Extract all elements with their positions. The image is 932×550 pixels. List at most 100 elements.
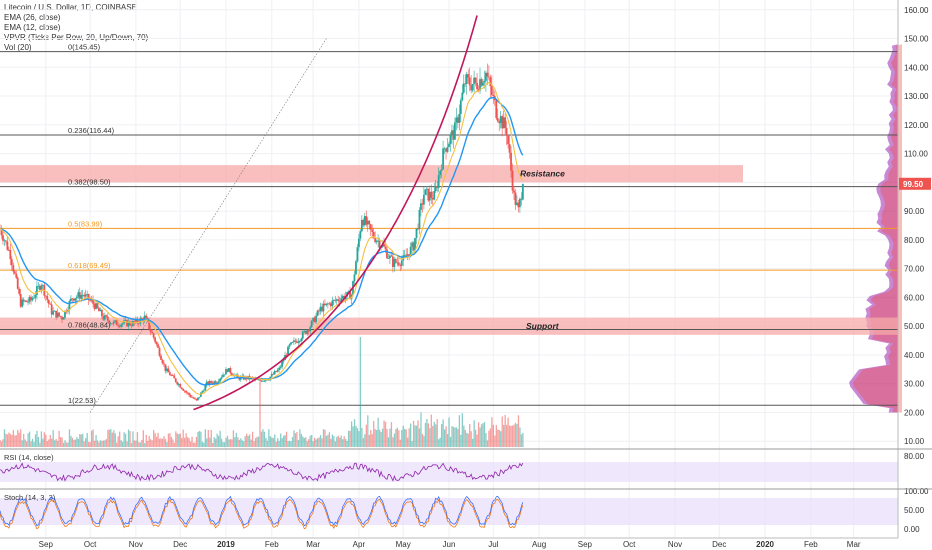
candle-body	[256, 378, 258, 380]
volume-bar	[315, 439, 317, 447]
time-tick-label: 2019	[217, 540, 235, 549]
candle-body	[230, 373, 233, 375]
candle-body	[294, 340, 297, 342]
volume-bar	[362, 438, 365, 447]
volume-bar	[206, 438, 208, 447]
candle-body	[384, 246, 387, 250]
candle-body	[347, 291, 350, 293]
volume-bar	[104, 440, 106, 447]
parabolic-curve	[193, 15, 478, 411]
candle-body	[81, 294, 84, 296]
time-tick-label: Sep	[39, 540, 54, 549]
volume-bar	[76, 437, 78, 447]
candle-body	[210, 381, 213, 383]
time-tick-label: Nov	[668, 540, 682, 549]
candle-body	[462, 83, 465, 93]
candle-body	[498, 121, 501, 124]
candle-body	[133, 321, 136, 323]
volume-bar	[250, 439, 252, 447]
candle-body	[69, 298, 72, 302]
volume-bar	[287, 441, 289, 447]
volume-bar	[117, 436, 119, 447]
candle-body	[15, 273, 18, 278]
candle-body	[78, 292, 81, 299]
fib-label: 0(145.45)	[68, 43, 101, 52]
candle-body	[41, 284, 44, 286]
zone-label: Resistance	[520, 169, 565, 179]
candle-body	[208, 381, 211, 385]
candle-body	[64, 310, 66, 318]
volume-bar	[121, 441, 124, 447]
volume-bar	[39, 442, 41, 447]
candle-body	[55, 310, 58, 318]
volume-bar	[457, 429, 459, 447]
candle-body	[301, 331, 304, 339]
candle-body	[468, 77, 471, 86]
candle-body	[195, 398, 198, 401]
volume-bar	[288, 440, 291, 447]
candle-body	[421, 203, 424, 205]
volume-bar	[452, 426, 455, 447]
candle-body	[422, 194, 425, 205]
candle-body	[275, 371, 278, 372]
volume-bar	[123, 432, 125, 447]
candle-body	[300, 338, 303, 341]
volume-bar	[216, 433, 218, 447]
candle-body	[454, 122, 456, 140]
volume-bar	[442, 419, 444, 447]
candle-body	[6, 241, 9, 250]
volume-bar	[423, 435, 425, 447]
candle-body	[334, 299, 337, 301]
candle-body	[451, 130, 453, 136]
candle-body	[168, 372, 171, 376]
candle-body	[332, 299, 335, 301]
candle-body	[425, 188, 428, 190]
last-price-label: 99.50	[903, 180, 924, 189]
volume-bar	[80, 434, 82, 447]
rsi-line	[0, 462, 524, 482]
candle-body	[118, 326, 121, 327]
rsi-tick-label: 80.00	[904, 452, 925, 461]
candle-body	[262, 380, 264, 382]
volume-bar	[511, 425, 514, 447]
candle-body	[137, 322, 140, 324]
volume-bar	[356, 428, 359, 447]
volume-bar	[334, 441, 336, 447]
candle-body	[263, 380, 266, 382]
volume-bar	[70, 435, 72, 447]
candle-body	[16, 277, 19, 289]
price-tick-label: 110.00	[904, 150, 928, 159]
volume-bar	[519, 427, 521, 447]
candle-body	[189, 394, 192, 397]
candle-body	[366, 220, 369, 225]
volume-bar	[504, 414, 506, 447]
stoch-tick-label: 50.00	[904, 506, 925, 515]
volume-bar	[179, 433, 181, 447]
candle-body	[129, 321, 131, 325]
volume-bar	[491, 417, 493, 447]
volume-bar	[151, 440, 153, 447]
volume-bar	[441, 424, 443, 447]
volume-bar	[241, 440, 243, 447]
candle-body	[217, 381, 220, 383]
candle-body	[405, 254, 408, 256]
candle-body	[313, 317, 316, 323]
volume-bar	[498, 430, 500, 447]
candle-body	[489, 77, 492, 87]
candle-body	[439, 170, 442, 176]
volume-bar	[389, 428, 391, 447]
volume-bar	[119, 431, 121, 447]
time-tick-label: Nov	[129, 540, 143, 549]
candle-body	[53, 310, 56, 312]
volume-bar	[96, 440, 99, 447]
volume-bar	[353, 419, 356, 447]
volume-bar	[30, 441, 32, 447]
volume-bar	[420, 412, 422, 447]
volume-bar	[299, 429, 301, 447]
candle-body	[2, 235, 4, 241]
candle-body	[391, 256, 394, 268]
candle-body	[108, 320, 111, 324]
candle-body	[214, 381, 217, 384]
volume-bar	[282, 435, 285, 447]
